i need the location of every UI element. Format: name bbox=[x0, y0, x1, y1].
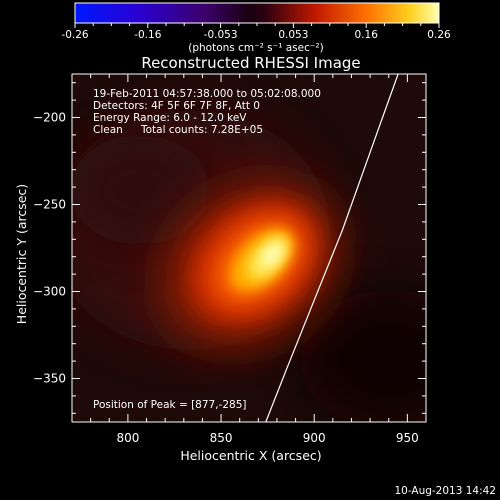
detectors-text: Detectors: 4F 5F 6F 7F 8F, Att 0 bbox=[93, 100, 260, 112]
y-tick-label: −250 bbox=[33, 198, 66, 212]
observation-info: 19-Feb-2011 04:57:38.000 to 05:02:08.000… bbox=[93, 88, 321, 411]
x-tick-label: 950 bbox=[396, 431, 419, 445]
colorbar-tick-label: 0.16 bbox=[355, 29, 379, 41]
colorbar-tick-label: 0.26 bbox=[427, 29, 451, 41]
colorbar-tick-label: 0.053 bbox=[278, 29, 308, 41]
solar-limb-line bbox=[265, 74, 399, 422]
energy-range-text: Energy Range: 6.0 - 12.0 keV bbox=[93, 112, 247, 124]
colorbar-gradient bbox=[74, 2, 440, 24]
rhessi-image bbox=[72, 74, 426, 422]
colorbar-ticks: -0.26 -0.16 -0.053 0.053 0.16 0.26 bbox=[61, 23, 451, 41]
colorbar-tick-label: -0.16 bbox=[134, 29, 161, 41]
x-axis-ticks: 800 850 900 950 bbox=[90, 74, 427, 445]
y-axis-label: Heliocentric Y (arcsec) bbox=[14, 184, 29, 324]
y-tick-label: −350 bbox=[33, 372, 66, 386]
colorbar-unit-label: (photons cm⁻² s⁻¹ asec⁻²) bbox=[188, 42, 323, 54]
timestamp: 10-Aug-2013 14:42 bbox=[394, 485, 496, 497]
plot-title: Reconstructed RHESSI Image bbox=[141, 54, 360, 72]
x-tick-label: 900 bbox=[303, 431, 326, 445]
total-counts-text: Total counts: 7.28E+05 bbox=[140, 124, 263, 136]
x-tick-label: 800 bbox=[116, 431, 139, 445]
clean-text: Clean bbox=[93, 124, 123, 136]
x-tick-label: 850 bbox=[210, 431, 233, 445]
colorbar-tick-label: -0.053 bbox=[204, 29, 238, 41]
x-axis-label: Heliocentric X (arcsec) bbox=[180, 448, 321, 463]
colorbar: -0.26 -0.16 -0.053 0.053 0.16 0.26 (photons c… bbox=[61, 2, 451, 54]
y-axis-ticks: −200 −250 −300 −350 bbox=[33, 82, 426, 414]
y-tick-label: −200 bbox=[33, 111, 66, 125]
colorbar-tick-label: -0.26 bbox=[61, 29, 88, 41]
peak-position-text: Position of Peak = [877,-285] bbox=[93, 399, 247, 411]
y-tick-label: −300 bbox=[33, 285, 66, 299]
time-range-text: 19-Feb-2011 04:57:38.000 to 05:02:08.000 bbox=[93, 88, 321, 100]
plot-frame bbox=[71, 73, 427, 423]
